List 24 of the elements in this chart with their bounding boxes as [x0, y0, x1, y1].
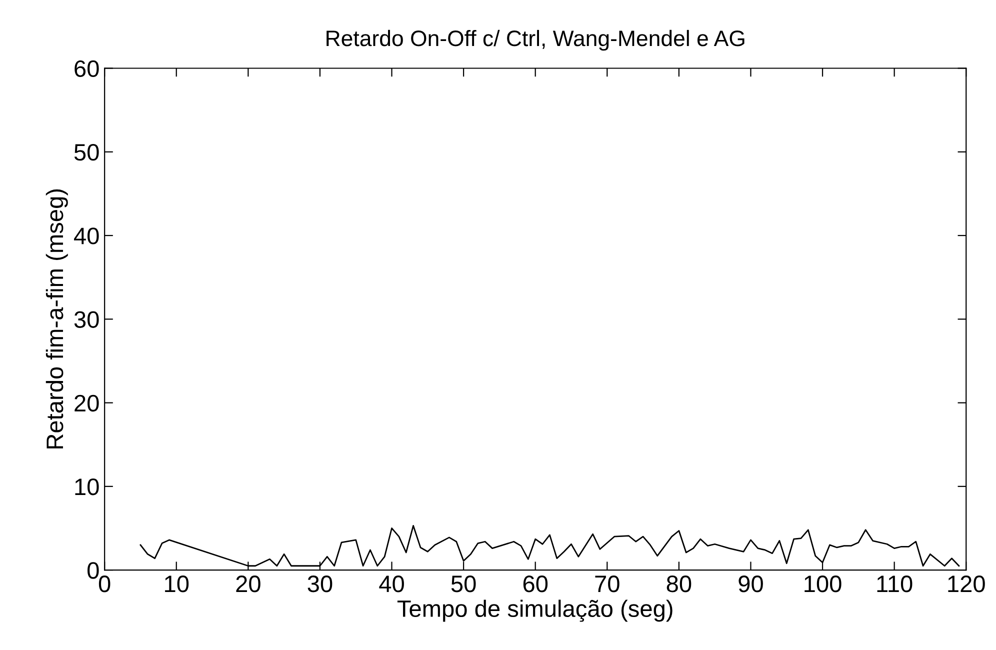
y-tick-label: 30 [74, 311, 99, 328]
x-tick-label: 20 [236, 576, 260, 592]
x-tick-label: 90 [738, 576, 763, 592]
x-tick-label: 100 [804, 576, 842, 592]
y-tick-label: 20 [74, 394, 99, 412]
x-tick-label: 120 [948, 576, 985, 592]
x-tick-label: 80 [666, 576, 692, 592]
x-axis-title: Tempo de simulação (seg) [397, 600, 672, 622]
y-tick-label: 50 [74, 144, 99, 161]
y-tick-label: 10 [75, 478, 99, 496]
x-tick-label: 110 [877, 576, 912, 592]
chart-title: Retardo On-Off c/ Ctrl, Wang-Mendel e AG [326, 30, 744, 51]
y-tick-label: 0 [88, 562, 99, 579]
y-axis-title: Retardo fim-a-fim (mseg) [46, 189, 68, 448]
line-series [140, 525, 960, 567]
y-tick-label: 60 [74, 60, 99, 78]
x-tick-label: 70 [595, 576, 620, 592]
x-tick-label: 40 [379, 576, 404, 592]
x-tick-label: 0 [98, 576, 110, 592]
x-tick-label: 30 [308, 576, 332, 592]
x-tick-label: 10 [165, 576, 189, 592]
x-tick-label: 60 [523, 576, 548, 592]
x-tick-label: 50 [451, 576, 476, 592]
y-tick-label: 40 [74, 228, 99, 244]
